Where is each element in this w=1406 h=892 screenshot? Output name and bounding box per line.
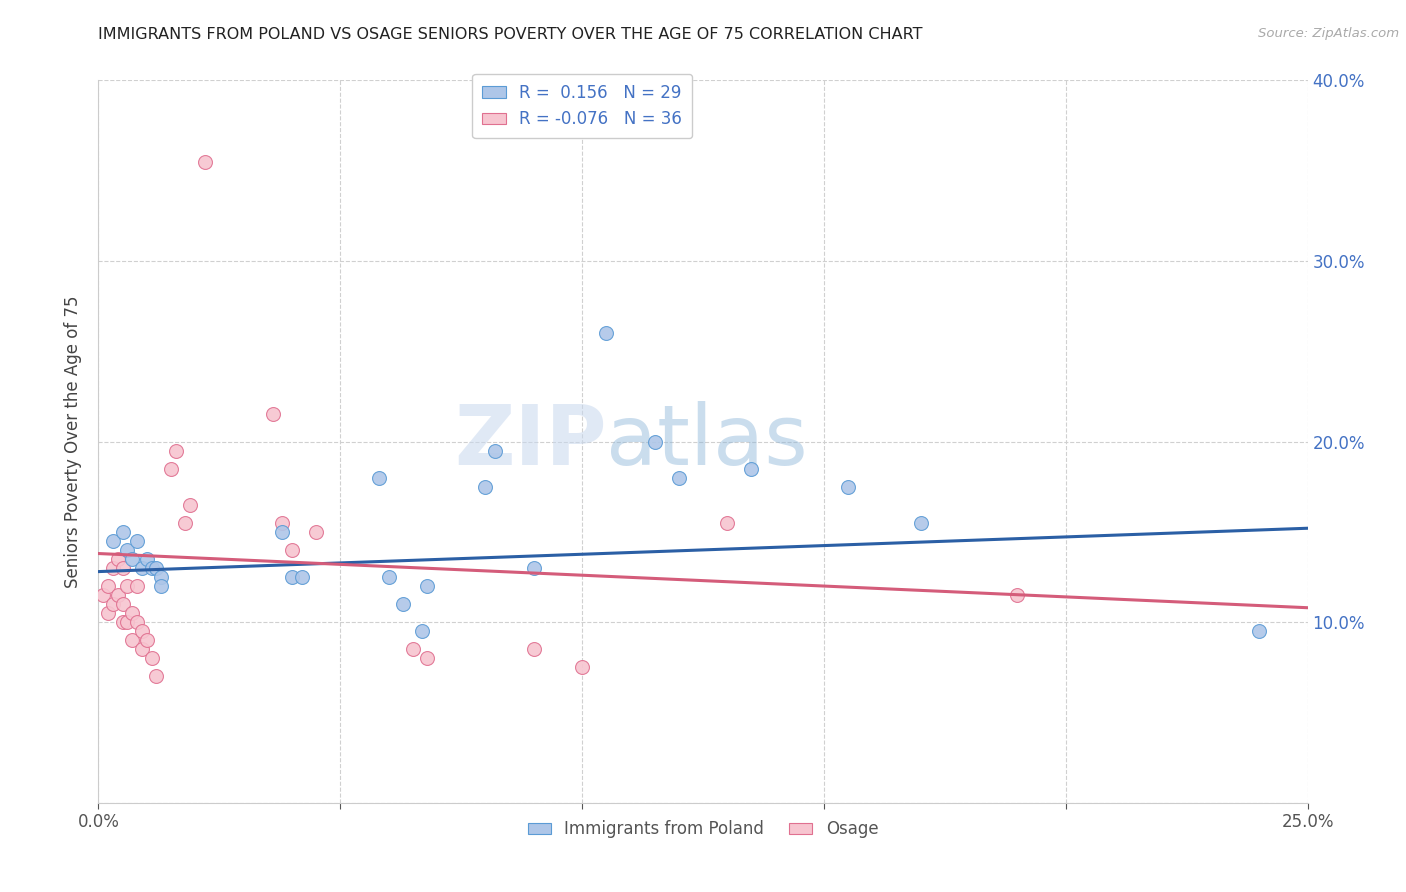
Point xyxy=(135,633,157,648)
Point xyxy=(131,624,153,639)
Point xyxy=(595,326,617,340)
Point xyxy=(91,588,114,602)
Point xyxy=(174,516,197,530)
Point xyxy=(101,561,124,575)
Point xyxy=(101,533,124,548)
Point xyxy=(416,651,439,665)
Point xyxy=(416,579,439,593)
Text: IMMIGRANTS FROM POLAND VS OSAGE SENIORS POVERTY OVER THE AGE OF 75 CORRELATION C: IMMIGRANTS FROM POLAND VS OSAGE SENIORS … xyxy=(98,27,922,42)
Point xyxy=(523,642,546,657)
Point xyxy=(474,480,496,494)
Point xyxy=(131,561,153,575)
Point xyxy=(668,471,690,485)
Point xyxy=(377,570,399,584)
Point xyxy=(290,570,312,584)
Point xyxy=(644,434,666,449)
Point xyxy=(1007,588,1029,602)
Legend: Immigrants from Poland, Osage: Immigrants from Poland, Osage xyxy=(520,814,886,845)
Point xyxy=(271,516,294,530)
Point xyxy=(117,542,139,557)
Text: Source: ZipAtlas.com: Source: ZipAtlas.com xyxy=(1258,27,1399,40)
Text: ZIP: ZIP xyxy=(454,401,606,482)
Point xyxy=(402,642,425,657)
Point xyxy=(97,606,120,620)
Point xyxy=(392,597,415,611)
Point xyxy=(117,579,139,593)
Point xyxy=(411,624,433,639)
Point xyxy=(571,660,593,674)
Point xyxy=(131,642,153,657)
Point xyxy=(305,524,328,539)
Point xyxy=(141,561,163,575)
Point xyxy=(97,579,120,593)
Point xyxy=(165,443,187,458)
Point xyxy=(160,461,183,475)
Y-axis label: Seniors Poverty Over the Age of 75: Seniors Poverty Over the Age of 75 xyxy=(65,295,83,588)
Point xyxy=(150,570,173,584)
Point xyxy=(121,633,143,648)
Point xyxy=(127,533,149,548)
Point xyxy=(121,606,143,620)
Point xyxy=(194,154,217,169)
Point xyxy=(127,579,149,593)
Point xyxy=(127,615,149,630)
Point xyxy=(368,471,391,485)
Point xyxy=(101,597,124,611)
Point xyxy=(484,443,506,458)
Point xyxy=(141,651,163,665)
Point xyxy=(281,570,304,584)
Point xyxy=(111,524,134,539)
Point xyxy=(281,542,304,557)
Point xyxy=(1249,624,1271,639)
Point xyxy=(262,408,284,422)
Point xyxy=(107,588,129,602)
Text: atlas: atlas xyxy=(606,401,808,482)
Point xyxy=(837,480,859,494)
Point xyxy=(145,669,167,683)
Point xyxy=(179,498,201,512)
Point xyxy=(121,552,143,566)
Point xyxy=(111,615,134,630)
Point xyxy=(271,524,294,539)
Point xyxy=(150,579,173,593)
Point xyxy=(117,615,139,630)
Point xyxy=(910,516,932,530)
Point xyxy=(111,597,134,611)
Point xyxy=(740,461,762,475)
Point xyxy=(107,552,129,566)
Point xyxy=(111,561,134,575)
Point xyxy=(716,516,738,530)
Point xyxy=(523,561,546,575)
Point xyxy=(145,561,167,575)
Point xyxy=(135,552,157,566)
